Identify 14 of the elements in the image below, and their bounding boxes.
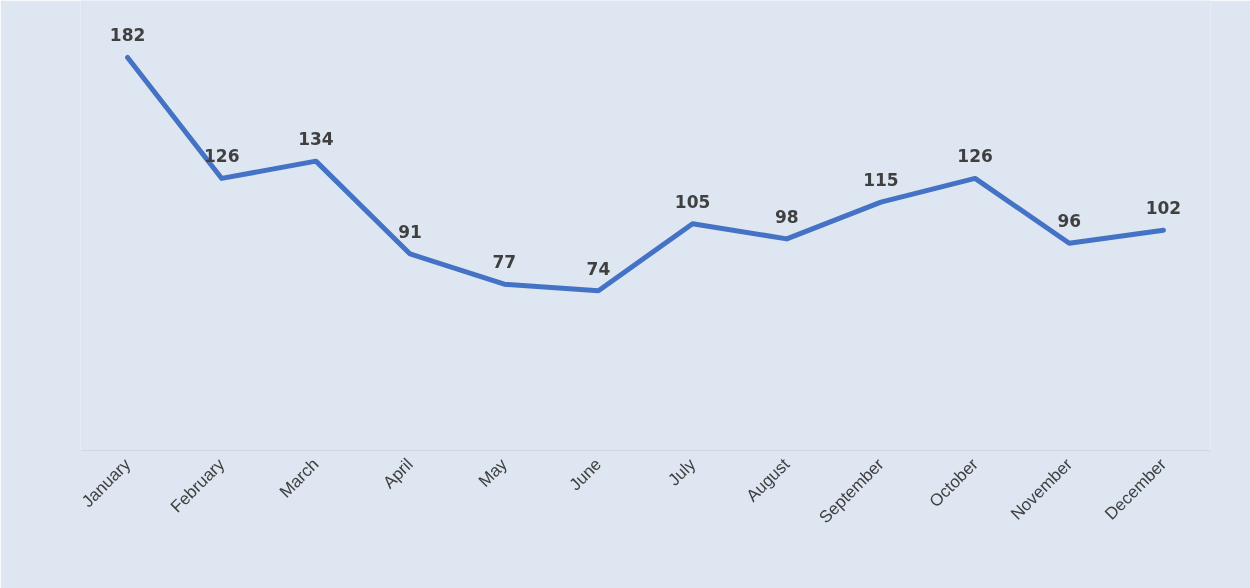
data-label: 134 xyxy=(298,129,334,150)
data-label: 77 xyxy=(492,252,517,273)
x-tick-label: July xyxy=(664,454,700,490)
data-label: 105 xyxy=(674,191,711,212)
data-label: 91 xyxy=(398,221,422,242)
data-label: 115 xyxy=(863,170,899,191)
data-label: 126 xyxy=(957,146,993,167)
data-label: 182 xyxy=(109,25,146,46)
data-label: 102 xyxy=(1145,198,1182,219)
data-label: 74 xyxy=(586,258,611,279)
data-label: 98 xyxy=(774,206,799,227)
x-tick-label: May xyxy=(474,454,512,491)
data-label: 96 xyxy=(1057,211,1082,232)
data-label: 126 xyxy=(204,146,240,167)
